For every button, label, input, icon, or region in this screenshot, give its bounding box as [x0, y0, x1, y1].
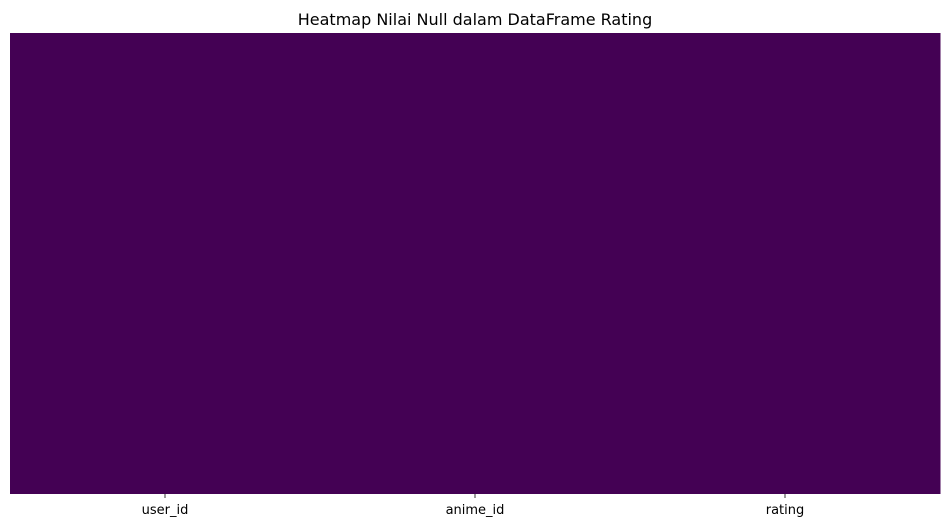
heatmap-cell-rating — [630, 33, 941, 494]
x-tick-label-anime-id: anime_id — [446, 503, 505, 518]
x-axis-ticks: user_id anime_id rating — [142, 494, 805, 518]
chart-title: Heatmap Nilai Null dalam DataFrame Ratin… — [298, 10, 652, 29]
heatmap-cells — [10, 33, 941, 494]
heatmap-cell-user_id — [10, 33, 321, 494]
x-tick-label-rating: rating — [766, 503, 805, 518]
heatmap-cell-anime_id — [320, 33, 631, 494]
x-tick-label-user-id: user_id — [142, 503, 189, 518]
